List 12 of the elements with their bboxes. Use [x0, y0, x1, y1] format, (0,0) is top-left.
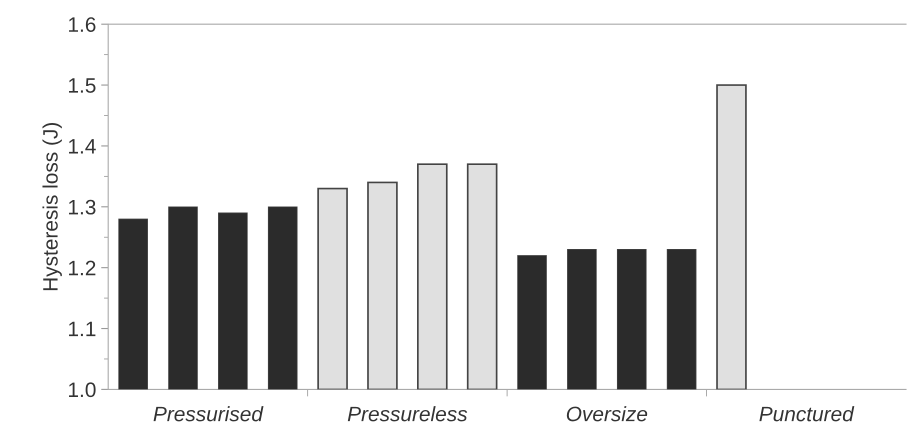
y-tick-label: 1.5 — [69, 78, 96, 93]
y-tick-label: 1.0 — [69, 382, 96, 398]
x-tick-label: Pressureless — [348, 406, 468, 422]
y-tick-label: 1.1 — [69, 322, 96, 336]
x-tick-label: Oversize — [566, 406, 648, 422]
y-tick-label: 1.3 — [69, 200, 96, 215]
x-tick-label: Punctured — [759, 406, 854, 422]
y-tick-label: 1.2 — [69, 260, 96, 276]
y-axis-title: Hysteresis loss (J) — [42, 123, 62, 290]
y-tick-label: 1.4 — [69, 139, 96, 154]
x-tick-label: Pressurised — [154, 406, 264, 422]
y-tick-label: 1.6 — [69, 17, 96, 32]
